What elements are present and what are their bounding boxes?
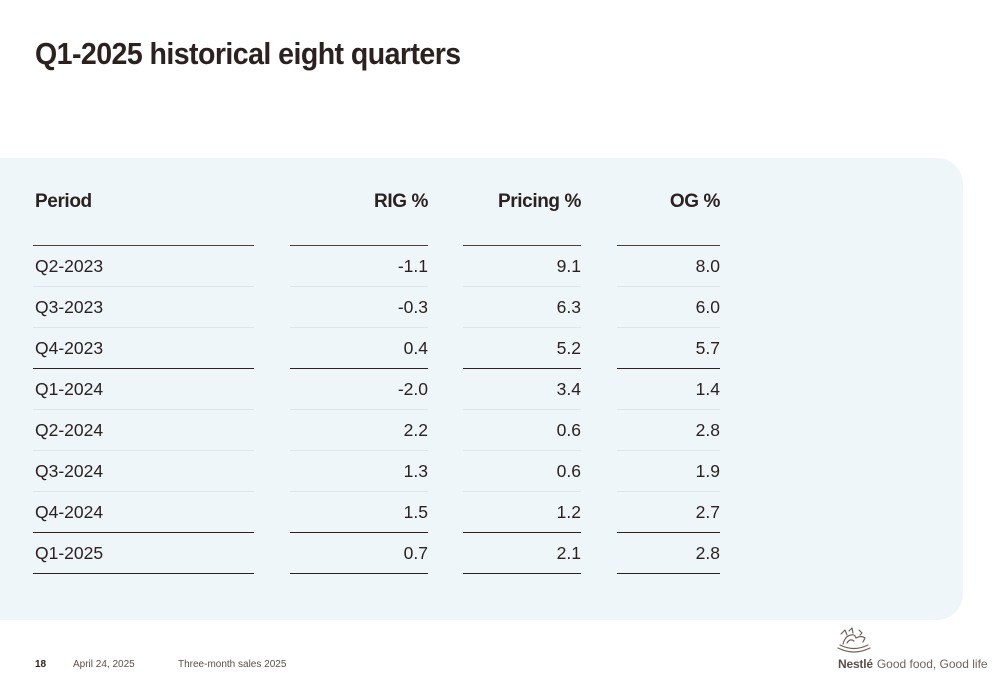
- cell-pricing: 5.2: [463, 328, 581, 369]
- cell-og: 2.8: [617, 410, 720, 451]
- cell-rig: -0.3: [290, 287, 428, 328]
- nest-birds-icon: [837, 627, 871, 653]
- cell-rig: 0.7: [290, 533, 428, 574]
- cell-rig: -2.0: [290, 369, 428, 410]
- cell-og: 8.0: [617, 246, 720, 287]
- header-pricing: Pricing %: [498, 191, 581, 212]
- brand-name: Nestlé: [838, 657, 873, 671]
- cell-period: Q1-2024: [33, 369, 254, 410]
- cell-pricing: 1.2: [463, 492, 581, 533]
- brand-signature: Nestlé Good food, Good life: [838, 657, 988, 671]
- cell-pricing: 3.4: [463, 369, 581, 410]
- cell-og: 5.7: [617, 328, 720, 369]
- cell-og: 2.7: [617, 492, 720, 533]
- data-table-panel: Period Q2-2023 Q3-2023 Q4-2023 Q1-2024 Q…: [0, 158, 963, 620]
- header-rig: RIG %: [374, 191, 428, 212]
- footer-date: April 24, 2025: [73, 659, 135, 670]
- cell-og: 2.8: [617, 533, 720, 574]
- cell-rig: 1.5: [290, 492, 428, 533]
- header-period: Period: [35, 191, 92, 212]
- brand-tagline: Good food, Good life: [876, 657, 988, 671]
- page-number: 18: [35, 659, 47, 670]
- header-og: OG %: [669, 191, 721, 212]
- period-cells: Q2-2023 Q3-2023 Q4-2023 Q1-2024 Q2-2024 …: [33, 245, 254, 574]
- cell-rig: -1.1: [290, 246, 428, 287]
- cell-pricing: 0.6: [463, 410, 581, 451]
- cell-rig: 1.3: [290, 451, 428, 492]
- og-cells: 8.0 6.0 5.7 1.4 2.8 1.9 2.7 2.8: [617, 245, 720, 574]
- cell-rig: 0.4: [290, 328, 428, 369]
- cell-period: Q3-2023: [33, 287, 254, 328]
- cell-pricing: 0.6: [463, 451, 581, 492]
- cell-period: Q4-2023: [33, 328, 254, 369]
- cell-period: Q2-2023: [33, 246, 254, 287]
- cell-pricing: 9.1: [463, 246, 581, 287]
- cell-og: 6.0: [617, 287, 720, 328]
- cell-period: Q4-2024: [33, 492, 254, 533]
- cell-pricing: 6.3: [463, 287, 581, 328]
- cell-period: Q1-2025: [33, 533, 254, 574]
- cell-rig: 2.2: [290, 410, 428, 451]
- cell-og: 1.4: [617, 369, 720, 410]
- page-title: Q1-2025 historical eight quarters: [35, 36, 461, 71]
- footer-subtitle: Three-month sales 2025: [178, 659, 287, 670]
- rig-cells: -1.1 -0.3 0.4 -2.0 2.2 1.3 1.5 0.7: [290, 245, 428, 574]
- cell-period: Q3-2024: [33, 451, 254, 492]
- cell-period: Q2-2024: [33, 410, 254, 451]
- pricing-cells: 9.1 6.3 5.2 3.4 0.6 0.6 1.2 2.1: [463, 245, 581, 574]
- cell-og: 1.9: [617, 451, 720, 492]
- cell-pricing: 2.1: [463, 533, 581, 574]
